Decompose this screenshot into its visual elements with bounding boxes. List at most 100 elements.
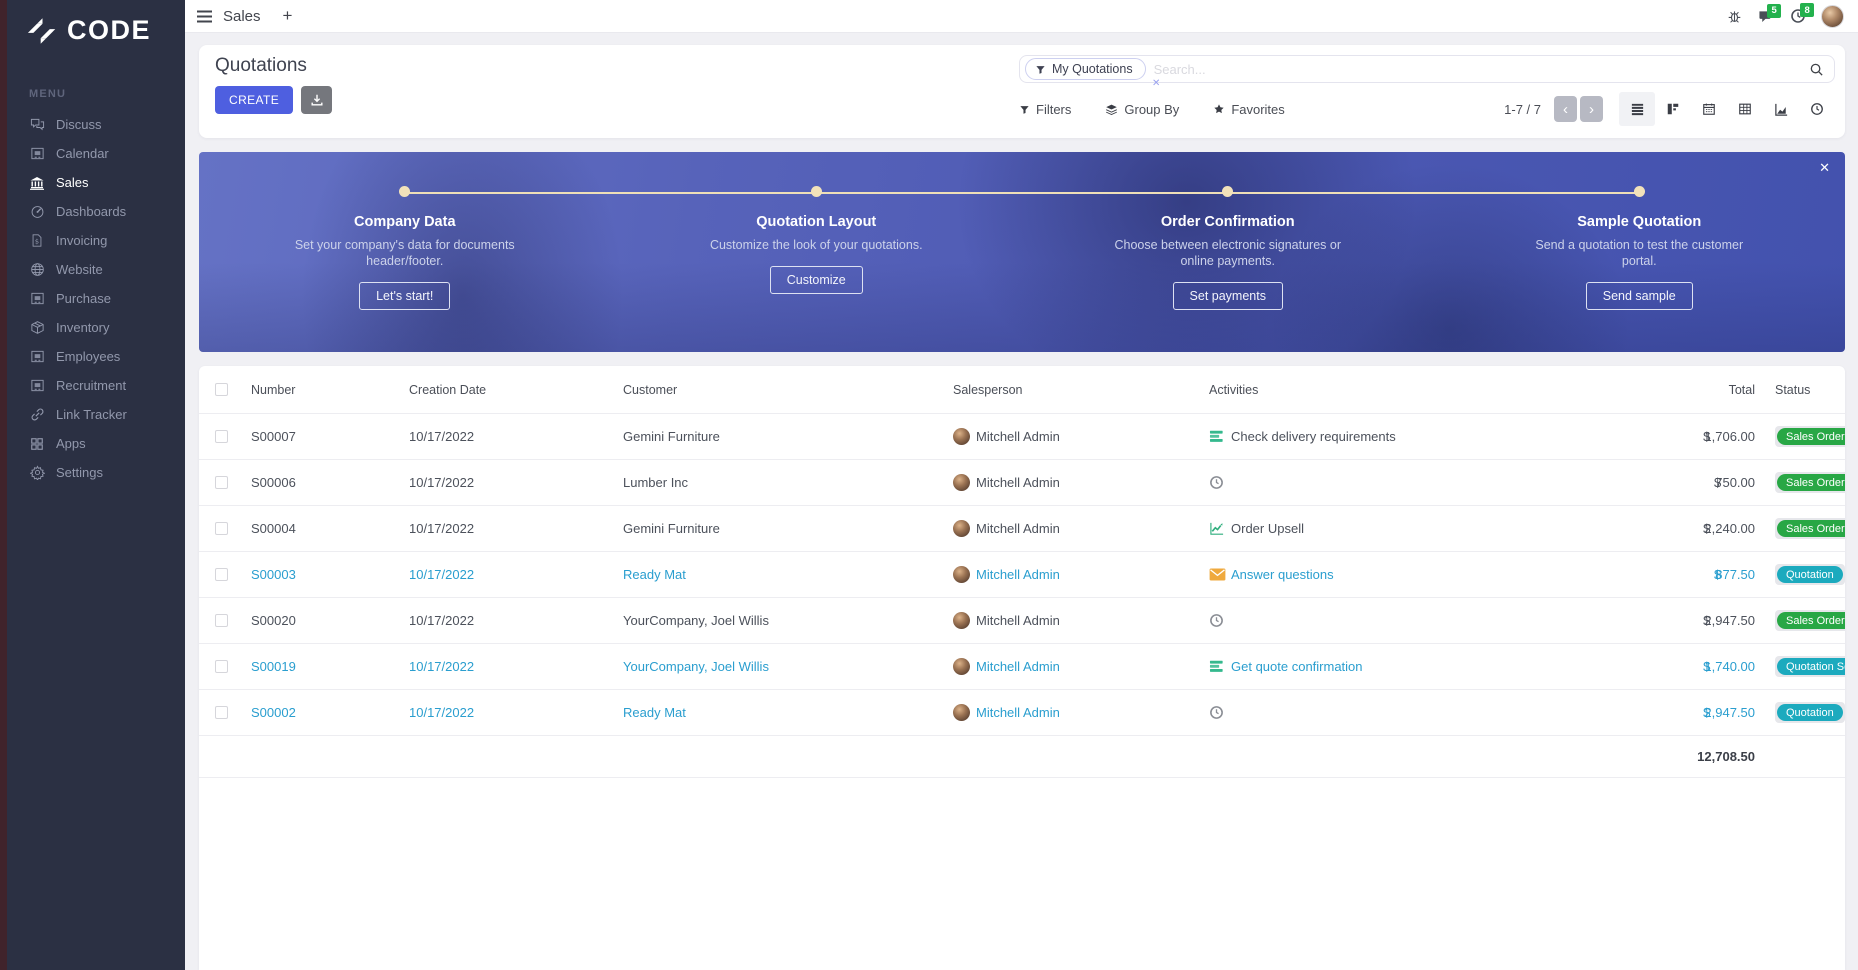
- tasks-icon[interactable]: [1209, 429, 1227, 445]
- envelope-icon[interactable]: [1209, 567, 1227, 583]
- image-placeholder-icon: [29, 378, 45, 394]
- sidebar-item-link-tracker[interactable]: Link Tracker: [7, 400, 185, 429]
- table-row[interactable]: S00002 10/17/2022 Ready Mat Mitchell Admin $…: [199, 690, 1845, 736]
- cell-customer: Gemini Furniture: [623, 429, 720, 444]
- facet-label: My Quotations: [1052, 62, 1133, 76]
- status-badge: Sales Order: [1777, 474, 1845, 492]
- clock-icon[interactable]: [1209, 613, 1227, 629]
- row-checkbox[interactable]: [214, 522, 228, 535]
- sidebar-item-invoicing[interactable]: $ Invoicing: [7, 226, 185, 255]
- table-header: Number Creation Date Customer Salesperso…: [199, 366, 1845, 414]
- activity-view-button[interactable]: [1799, 92, 1835, 126]
- hamburger-menu-icon[interactable]: [197, 10, 212, 23]
- status-badge: Sales Order: [1777, 520, 1845, 538]
- cell-creation-date: 10/17/2022: [409, 475, 475, 490]
- apps-grid-icon: [29, 436, 45, 452]
- column-header-creation-date[interactable]: Creation Date: [409, 382, 487, 397]
- tasks-icon[interactable]: [1209, 659, 1227, 675]
- sidebar-item-purchase[interactable]: Purchase: [7, 284, 185, 313]
- customize-button[interactable]: Customize: [769, 266, 863, 294]
- sidebar-item-settings[interactable]: Settings: [7, 458, 185, 487]
- sidebar-item-recruitment[interactable]: Recruitment: [7, 371, 185, 400]
- cell-creation-date: 10/17/2022: [409, 659, 475, 674]
- activity-clock-icon[interactable]: 8: [1790, 3, 1815, 24]
- row-checkbox[interactable]: [214, 614, 228, 627]
- set-payments-button[interactable]: Set payments: [1172, 282, 1283, 310]
- status-badge: Quotation: [1777, 566, 1843, 584]
- brand-logo[interactable]: CODE: [7, 0, 185, 46]
- group-by-button[interactable]: Group By: [1105, 102, 1179, 117]
- column-header-activities[interactable]: Activities: [1209, 382, 1259, 397]
- column-header-number[interactable]: Number: [251, 382, 296, 397]
- let-s-start--button[interactable]: Let's start!: [359, 282, 451, 310]
- facet-close-icon[interactable]: ✕: [1152, 78, 1161, 89]
- row-checkbox[interactable]: [214, 568, 228, 581]
- sidebar-item-apps[interactable]: Apps: [7, 429, 185, 458]
- row-checkbox[interactable]: [214, 476, 228, 489]
- select-all-checkbox[interactable]: [214, 383, 228, 396]
- export-button[interactable]: [301, 86, 333, 114]
- sidebar-item-label: Dashboards: [56, 204, 127, 219]
- cell-total: $2,947.50: [1703, 705, 1755, 720]
- control-panel: Quotations CREATE My Q: [199, 45, 1845, 138]
- table-row[interactable]: S00006 10/17/2022 Lumber Inc Mitchell Admin…: [199, 460, 1845, 506]
- currency-symbol: $: [1714, 567, 1722, 582]
- search-facet[interactable]: My Quotations: [1025, 58, 1146, 80]
- currency-symbol: $: [1703, 613, 1711, 628]
- column-header-status[interactable]: Status: [1775, 382, 1811, 397]
- clock-icon[interactable]: [1209, 705, 1227, 721]
- sidebar-item-inventory[interactable]: Inventory: [7, 313, 185, 342]
- messages-icon[interactable]: 5: [1757, 3, 1782, 24]
- table-row[interactable]: S00020 10/17/2022 YourCompany, Joel Willis…: [199, 598, 1845, 644]
- table-row[interactable]: S00003 10/17/2022 Ready Mat Mitchell Admin A…: [199, 552, 1845, 598]
- step-title: Quotation Layout: [756, 214, 877, 230]
- table-row[interactable]: S00019 10/17/2022 YourCompany, Joel Willis…: [199, 644, 1845, 690]
- add-tab-button[interactable]: +: [282, 6, 293, 25]
- box-icon: [29, 320, 45, 336]
- search-input[interactable]: [1153, 61, 1809, 77]
- search-icon[interactable]: [1809, 62, 1824, 77]
- list-view-button[interactable]: [1619, 92, 1655, 126]
- activity-label: Get quote confirmation: [1231, 659, 1363, 674]
- clock-icon[interactable]: [1209, 475, 1227, 491]
- column-header-customer[interactable]: Customer: [623, 382, 678, 397]
- table-row[interactable]: S00007 10/17/2022 Gemini Furniture Mitchell…: [199, 414, 1845, 460]
- graph-view-button[interactable]: [1763, 92, 1799, 126]
- column-header-total[interactable]: Total: [1728, 382, 1755, 397]
- salesperson-avatar: [953, 566, 970, 583]
- send-sample-button[interactable]: Send sample: [1585, 282, 1693, 310]
- pivot-view-button[interactable]: [1727, 92, 1763, 126]
- favorites-button[interactable]: Favorites: [1213, 102, 1285, 117]
- step-dot: [1633, 186, 1645, 197]
- table-row[interactable]: S00004 10/17/2022 Gemini Furniture Mitchell…: [199, 506, 1845, 552]
- sidebar-item-label: Settings: [56, 465, 103, 480]
- sidebar-item-dashboards[interactable]: Dashboards: [7, 197, 185, 226]
- control-right: My Quotations ✕ Filters Group By: [1019, 55, 1835, 126]
- pager-next-button[interactable]: ›: [1580, 96, 1603, 122]
- sidebar-item-website[interactable]: Website: [7, 255, 185, 284]
- pager-prev-button[interactable]: ‹: [1554, 96, 1577, 122]
- salesperson-avatar: [953, 474, 970, 491]
- salesperson-avatar: [953, 520, 970, 537]
- debug-bug-icon[interactable]: [1727, 9, 1742, 24]
- banner-close-icon[interactable]: ✕: [1819, 160, 1830, 175]
- sidebar-item-employees[interactable]: Employees: [7, 342, 185, 371]
- status-badge: Sales Order: [1777, 612, 1845, 630]
- create-button[interactable]: CREATE: [215, 86, 294, 114]
- sidebar-item-label: Inventory: [56, 320, 110, 335]
- row-checkbox[interactable]: [214, 660, 228, 673]
- sidebar-item-discuss[interactable]: Discuss: [7, 110, 185, 139]
- sidebar-item-sales[interactable]: Sales: [7, 168, 185, 197]
- kanban-view-button[interactable]: [1655, 92, 1691, 126]
- row-checkbox[interactable]: [214, 430, 228, 443]
- column-header-salesperson[interactable]: Salesperson: [953, 382, 1023, 397]
- image-placeholder-icon: [29, 291, 45, 307]
- row-checkbox[interactable]: [214, 706, 228, 719]
- user-avatar[interactable]: [1821, 4, 1844, 28]
- chart-icon[interactable]: [1209, 521, 1227, 537]
- filters-button[interactable]: Filters: [1019, 102, 1071, 117]
- calendar-view-button[interactable]: [1691, 92, 1727, 126]
- sidebar-item-calendar[interactable]: Calendar: [7, 139, 185, 168]
- app-breadcrumb[interactable]: Sales: [223, 7, 261, 25]
- cell-customer: YourCompany, Joel Willis: [623, 659, 769, 674]
